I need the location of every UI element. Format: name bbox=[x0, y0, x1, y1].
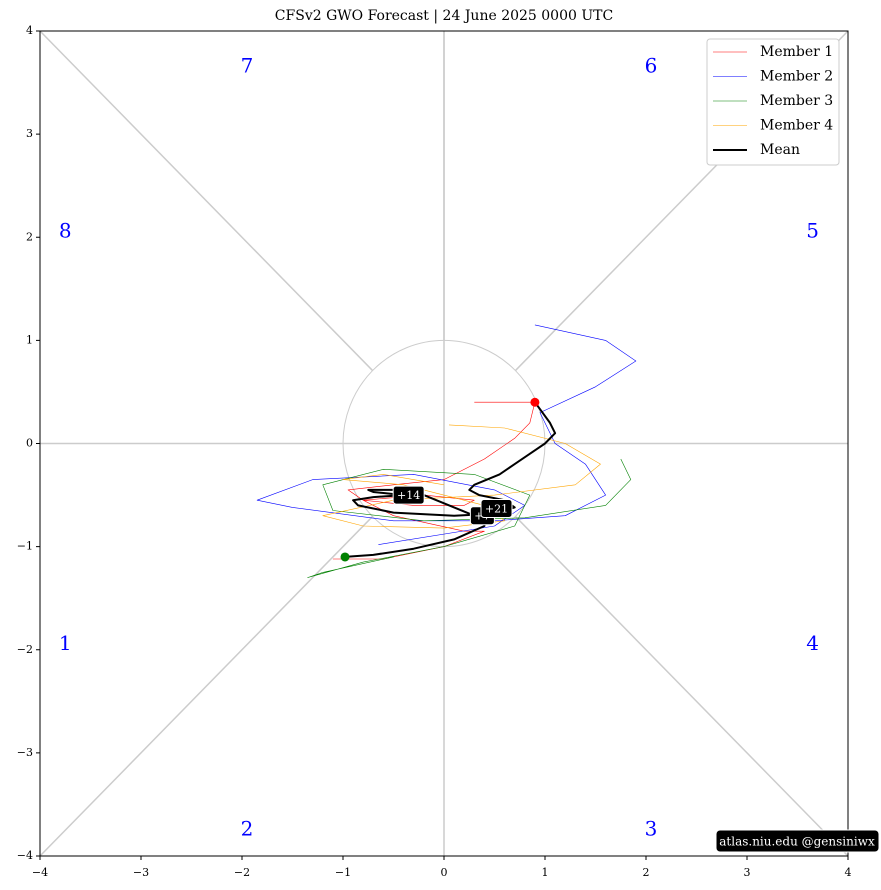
day-annotation: +14 bbox=[392, 485, 425, 505]
annotation-text: +21 bbox=[485, 502, 508, 515]
y-tick-label: −1 bbox=[17, 540, 33, 553]
phase-label: 5 bbox=[806, 219, 819, 243]
y-tick-label: 3 bbox=[26, 127, 33, 140]
series-line bbox=[322, 424, 601, 529]
legend-label: Member 1 bbox=[760, 44, 833, 60]
x-tick-label: 2 bbox=[643, 866, 650, 879]
y-tick-label: −4 bbox=[17, 849, 33, 862]
phase-divider bbox=[514, 515, 849, 857]
x-tick-label: −4 bbox=[32, 866, 48, 879]
series-line bbox=[256, 324, 637, 545]
phase-divider bbox=[39, 30, 374, 372]
legend-label: Mean bbox=[760, 142, 800, 158]
x-tick-label: −3 bbox=[133, 866, 149, 879]
x-tick-label: 3 bbox=[744, 866, 751, 879]
start-marker bbox=[530, 397, 540, 407]
y-tick-label: 2 bbox=[26, 230, 33, 243]
phase-label: 6 bbox=[645, 54, 658, 78]
watermark: atlas.niu.edu @gensiniwx bbox=[715, 829, 880, 853]
phase-label: 2 bbox=[241, 817, 254, 841]
legend-label: Member 3 bbox=[760, 93, 833, 109]
annotation-box bbox=[480, 498, 513, 518]
x-tick-label: 4 bbox=[845, 866, 852, 879]
phase-label: 8 bbox=[59, 219, 72, 243]
end-marker bbox=[340, 552, 350, 562]
legend-label: Member 4 bbox=[760, 118, 833, 134]
phase-label: 1 bbox=[59, 631, 72, 655]
y-tick-label: 0 bbox=[26, 437, 33, 450]
x-tick-label: −2 bbox=[234, 866, 250, 879]
series-line bbox=[344, 401, 557, 558]
x-tick-label: 1 bbox=[542, 866, 549, 879]
watermark-box bbox=[715, 829, 880, 853]
x-tick-label: −1 bbox=[335, 866, 351, 879]
annotation-box bbox=[392, 485, 425, 505]
watermark-text: atlas.niu.edu @gensiniwx bbox=[719, 835, 875, 849]
x-tick-label: 0 bbox=[441, 866, 448, 879]
y-tick-label: −2 bbox=[17, 643, 33, 656]
series-line bbox=[332, 401, 536, 560]
day-annotation: +21 bbox=[480, 498, 513, 518]
chart-title: CFSv2 GWO Forecast | 24 June 2025 0000 U… bbox=[275, 8, 613, 24]
legend: Member 1 Member 2 Member 3 Member 4 Mean bbox=[706, 38, 840, 166]
phase-label: 7 bbox=[241, 54, 254, 78]
series-line bbox=[307, 458, 632, 578]
phase-divider bbox=[39, 515, 374, 857]
legend-label: Member 2 bbox=[760, 69, 833, 85]
phase-label: 4 bbox=[806, 631, 819, 655]
y-tick-label: 1 bbox=[26, 333, 33, 346]
y-tick-label: −3 bbox=[17, 746, 33, 759]
annotation-text: +14 bbox=[397, 489, 420, 502]
legend-box bbox=[706, 38, 840, 166]
phase-label: 3 bbox=[645, 817, 658, 841]
y-tick-label: 4 bbox=[26, 24, 33, 37]
